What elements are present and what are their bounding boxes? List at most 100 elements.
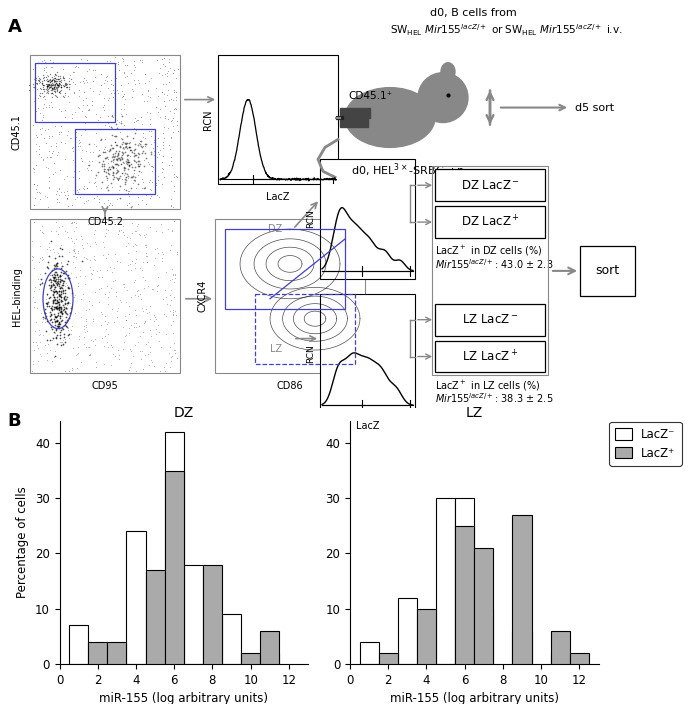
Point: [147, 161, 158, 172]
Point: [120, 139, 132, 150]
Point: [103, 184, 114, 196]
Point: [102, 151, 113, 162]
Point: [39, 313, 50, 324]
Point: [60, 308, 71, 319]
Point: [46, 81, 57, 92]
Point: [136, 353, 147, 364]
Text: RCN: RCN: [203, 109, 213, 130]
Point: [98, 146, 109, 158]
Point: [128, 241, 139, 252]
Point: [49, 81, 60, 92]
Point: [140, 190, 151, 201]
Point: [50, 303, 62, 314]
Point: [28, 359, 39, 370]
Point: [136, 142, 148, 153]
Point: [52, 319, 64, 330]
Point: [48, 82, 60, 93]
Point: [53, 293, 64, 304]
Point: [55, 270, 66, 281]
Point: [134, 54, 146, 65]
Point: [52, 67, 63, 78]
Point: [94, 134, 106, 145]
Point: [125, 343, 136, 354]
Point: [85, 240, 96, 251]
Point: [45, 334, 56, 346]
Point: [32, 83, 43, 94]
Point: [62, 291, 73, 303]
Point: [50, 89, 61, 101]
Point: [132, 75, 144, 86]
Point: [61, 79, 72, 90]
Point: [41, 61, 52, 73]
Point: [75, 264, 86, 275]
Point: [111, 130, 122, 142]
Point: [64, 132, 76, 144]
Point: [53, 289, 64, 300]
Point: [55, 287, 66, 298]
Point: [45, 291, 56, 303]
Point: [114, 155, 125, 166]
X-axis label: miR-155 (log arbitrary units): miR-155 (log arbitrary units): [99, 692, 268, 704]
Point: [50, 253, 61, 264]
Point: [105, 161, 116, 172]
Point: [55, 306, 66, 317]
Point: [146, 139, 157, 150]
Point: [53, 298, 64, 310]
Point: [45, 68, 56, 80]
Point: [47, 80, 58, 91]
Point: [51, 295, 62, 306]
Point: [113, 172, 124, 183]
Point: [166, 115, 177, 126]
Point: [82, 195, 93, 206]
Point: [126, 265, 137, 276]
Point: [52, 277, 63, 288]
Point: [111, 146, 122, 157]
Point: [166, 151, 177, 162]
Point: [81, 65, 92, 76]
Point: [159, 365, 170, 377]
Point: [78, 182, 89, 194]
Point: [145, 191, 156, 202]
Point: [129, 277, 140, 288]
Point: [85, 267, 97, 278]
Point: [168, 181, 179, 192]
Point: [165, 351, 176, 363]
Point: [44, 344, 55, 356]
Polygon shape: [340, 108, 370, 127]
Point: [74, 183, 85, 194]
Point: [90, 339, 101, 351]
Point: [55, 290, 66, 301]
Point: [62, 192, 73, 203]
Point: [47, 130, 58, 142]
Point: [134, 161, 145, 172]
Point: [102, 337, 113, 348]
Point: [169, 103, 181, 114]
FancyBboxPatch shape: [435, 169, 545, 201]
Point: [119, 98, 130, 109]
Point: [46, 302, 57, 313]
Point: [43, 292, 55, 303]
Point: [54, 322, 65, 333]
Point: [162, 298, 173, 309]
Point: [64, 81, 75, 92]
Point: [43, 182, 55, 193]
Point: [102, 249, 113, 260]
Ellipse shape: [441, 63, 455, 81]
Point: [43, 274, 55, 285]
Point: [121, 130, 132, 142]
Text: LZ LacZ$^-$: LZ LacZ$^-$: [462, 313, 518, 326]
Point: [103, 167, 114, 178]
Point: [128, 75, 139, 86]
Point: [116, 118, 127, 129]
Point: [150, 314, 162, 325]
Point: [88, 76, 99, 87]
Point: [83, 341, 94, 353]
Bar: [475, 609, 493, 664]
Point: [46, 281, 57, 292]
Point: [99, 161, 110, 172]
Point: [151, 280, 162, 291]
Point: [60, 291, 71, 302]
Bar: [30, 55, 180, 209]
Point: [100, 146, 111, 158]
Point: [68, 343, 79, 354]
